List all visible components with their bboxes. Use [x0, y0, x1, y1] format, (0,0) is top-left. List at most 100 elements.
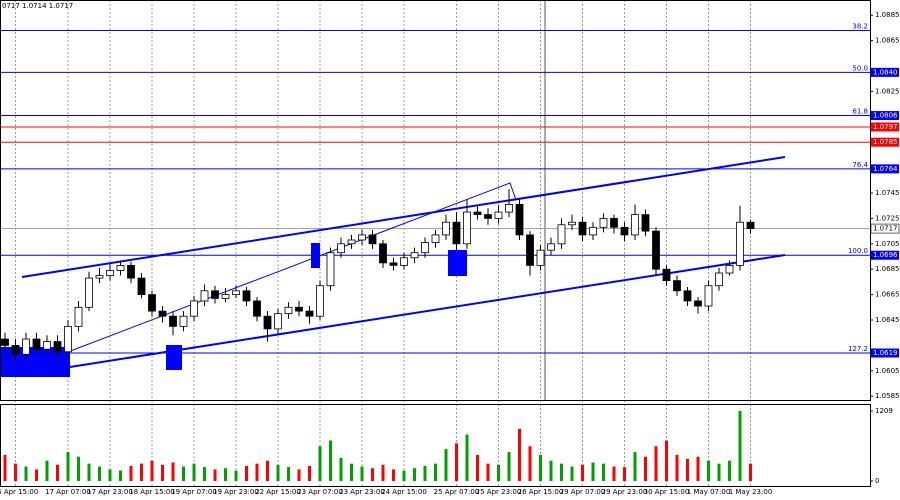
volume-bar: [98, 466, 101, 481]
y-tick-label: 1.0725: [875, 214, 900, 222]
x-tick-label: 23 Apr 23:00: [339, 488, 385, 496]
volume-bar: [570, 466, 574, 481]
level-name: 100.0: [848, 247, 868, 255]
candle-body: [358, 234, 366, 241]
candle-body: [22, 338, 30, 355]
candle-body: [673, 280, 681, 292]
y-tick-label: 1.0745: [875, 189, 900, 197]
volume-bar: [87, 463, 91, 481]
trend-line: [59, 182, 517, 356]
candle-body: [547, 243, 555, 251]
volume-bar: [581, 464, 584, 481]
candle-body: [242, 290, 251, 302]
candle-body: [158, 310, 167, 317]
candle-body: [694, 300, 702, 307]
candle-body: [316, 285, 324, 317]
price-box: [871, 250, 899, 260]
x-tick-label: 1 May 07:00: [687, 488, 731, 496]
volume-bar: [287, 467, 290, 481]
candle-body: [652, 230, 660, 270]
price-label: 1.0696: [873, 251, 898, 259]
candle-body: [211, 290, 219, 299]
y-tick-label: 1.0885: [875, 11, 900, 19]
volume-tick-label: 0: [875, 477, 879, 485]
volume-bar: [717, 463, 721, 481]
candle-body: [32, 338, 41, 350]
price-box: [871, 348, 899, 358]
x-tick-label: 17 Apr 07:00: [45, 488, 91, 496]
x-tick-label: 29 Apr 23:00: [602, 488, 648, 496]
volume-bar: [696, 456, 700, 481]
volume-bar: [455, 443, 458, 481]
channel-upper: [21, 156, 786, 278]
candle-body: [536, 249, 545, 266]
volume-bar: [171, 462, 175, 481]
candle-body: [484, 214, 492, 219]
volume-bar: [45, 460, 49, 481]
y-tick-label: 1.0605: [875, 367, 900, 375]
candle-body: [746, 221, 755, 229]
candle-body: [526, 234, 534, 266]
volume-bar: [413, 468, 416, 481]
volume-bar: [140, 463, 143, 481]
price-box: [871, 67, 899, 77]
x-tick-label: 1 May 23:00: [729, 488, 773, 496]
candle-body: [683, 290, 692, 302]
candle-body: [379, 243, 387, 264]
marker: [448, 250, 467, 276]
candle-body: [284, 306, 293, 315]
level-name: 50.0: [852, 64, 868, 72]
volume-bar: [150, 460, 154, 481]
candle-body: [442, 221, 450, 236]
candle-body: [64, 325, 72, 353]
y-tick-label: 1.0685: [875, 265, 900, 273]
candle-body: [116, 264, 125, 271]
candle-body: [137, 277, 146, 296]
volume-bar: [108, 469, 112, 481]
volume-bar: [297, 469, 301, 481]
price-label: 1.0840: [873, 68, 898, 76]
candle-body: [421, 242, 429, 254]
candle-body: [578, 221, 587, 236]
x-tick-label: 17 Apr 23:00: [87, 488, 133, 496]
candle-body: [95, 275, 104, 279]
y-tick-label: 1.0645: [875, 316, 900, 324]
price-label: 1.0619: [873, 349, 898, 357]
candle-body: [715, 272, 723, 287]
candle-body: [179, 315, 188, 327]
volume-tick-label: 1209: [875, 407, 893, 415]
x-tick-label: 25 Apr 07:00: [434, 488, 480, 496]
x-tick-label: 26 Apr 15:00: [518, 488, 564, 496]
candle-body: [337, 243, 345, 254]
candle-body: [568, 221, 576, 226]
volume-bar: [14, 463, 17, 481]
x-tick-label: 19 Apr 07:00: [171, 488, 217, 496]
volume-bar: [350, 463, 353, 481]
candle-body: [74, 306, 83, 327]
volume-bar: [549, 460, 553, 481]
candle-body: [169, 315, 177, 327]
volume-bar: [318, 446, 322, 481]
candle-body: [641, 214, 650, 232]
candle-body: [11, 344, 20, 355]
candle-body: [347, 239, 356, 245]
candle-body: [85, 277, 93, 308]
candle-body: [589, 226, 597, 236]
volume-bar: [434, 463, 437, 481]
volume-bar: [56, 464, 59, 481]
y-tick-label: 1.0665: [875, 291, 900, 299]
y-tick-label: 1.0585: [875, 392, 900, 400]
level-name: 76.4: [852, 161, 868, 169]
volume-bar: [633, 452, 637, 481]
x-tick-label: 16 Apr 15:00: [0, 488, 38, 496]
x-tick-label: 23 Apr 07:00: [297, 488, 343, 496]
levels: 38.2 50.0 1.0840 61.8 1.0806 1.0797 1.0785 76.4…: [0, 22, 900, 358]
volume-bar: [161, 464, 164, 481]
volume-bar: [392, 469, 395, 481]
candle-body: [148, 294, 156, 312]
volume-bar: [476, 454, 479, 481]
volume-bar: [738, 411, 742, 481]
candle-body: [736, 221, 744, 266]
candle-body: [127, 264, 135, 279]
candle-body: [274, 313, 282, 330]
